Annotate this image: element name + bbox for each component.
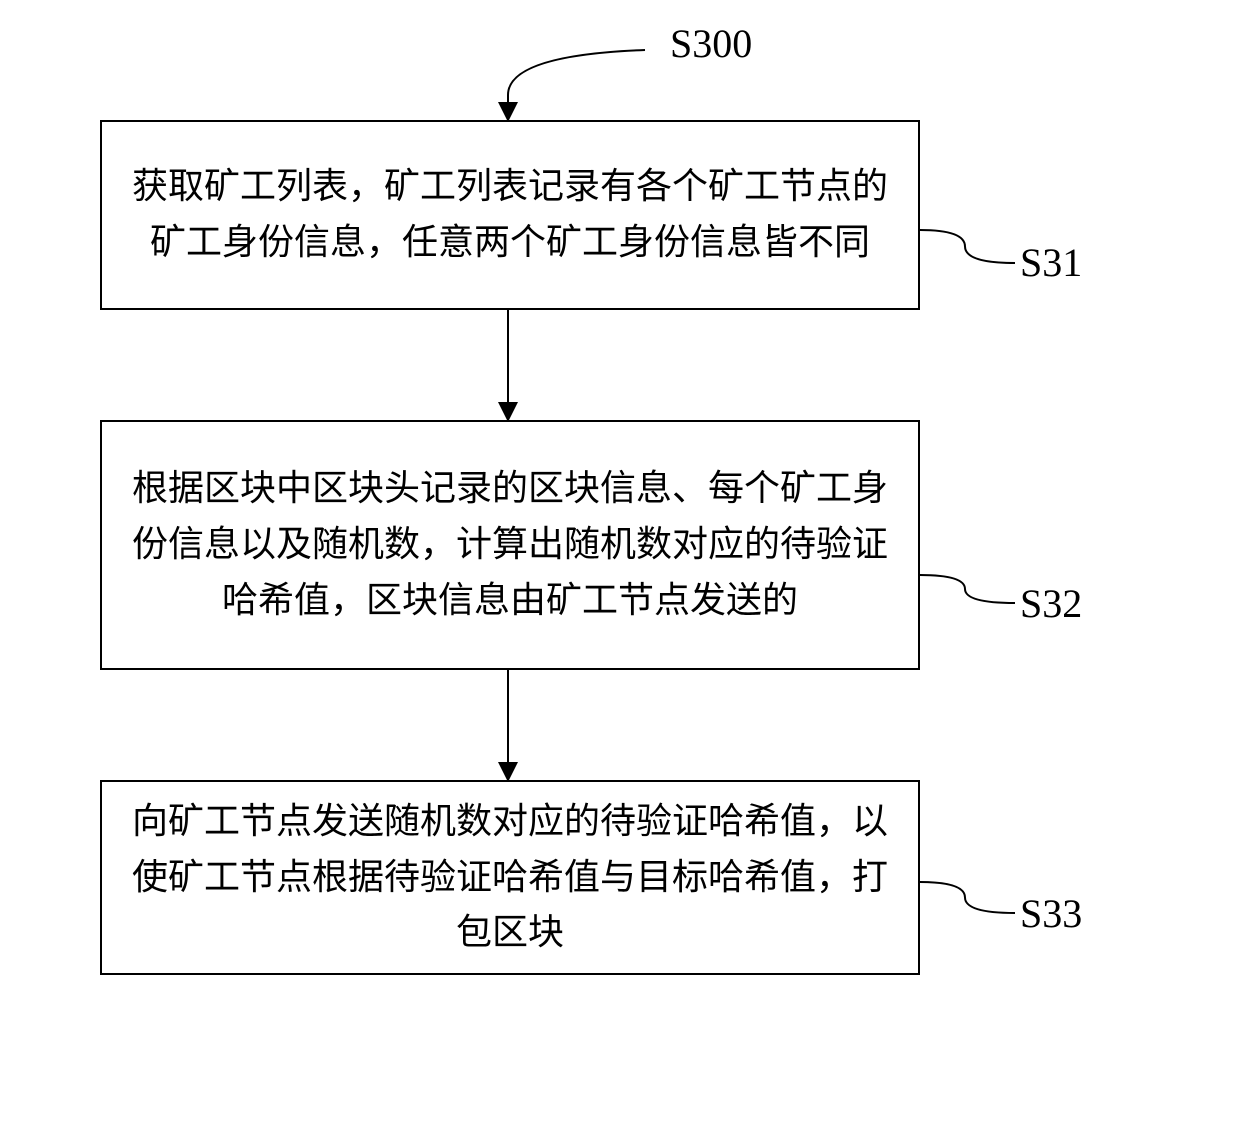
side-label-s33: S33: [1020, 890, 1082, 937]
connector-s33: [100, 20, 1140, 1130]
